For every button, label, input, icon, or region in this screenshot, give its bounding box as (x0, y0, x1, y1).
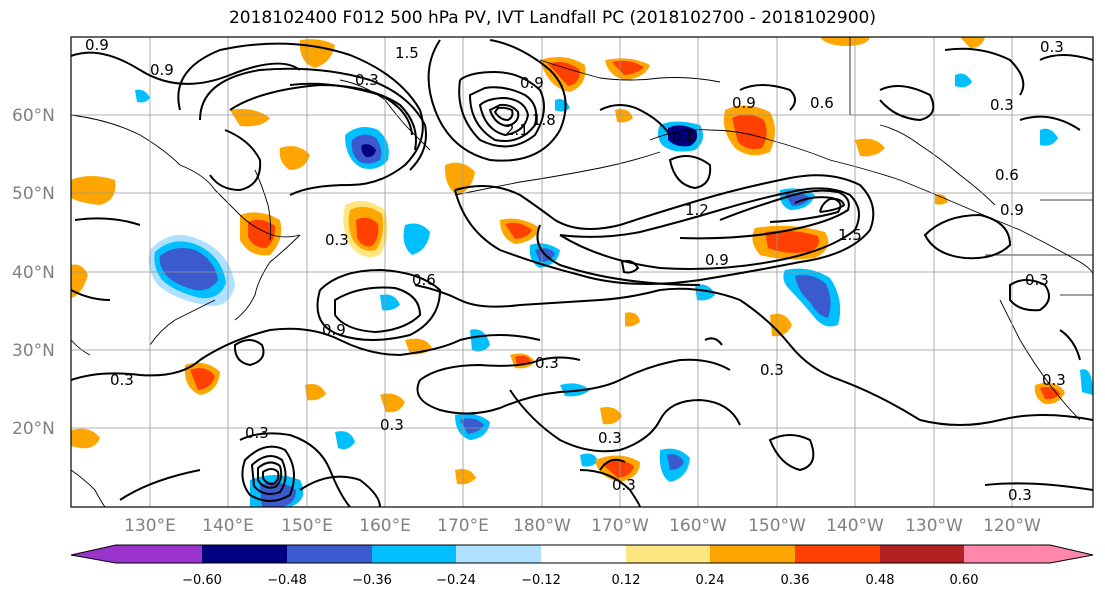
contour-label: 0.9 (322, 321, 346, 339)
contour-label: 0.6 (412, 271, 436, 289)
contour-label: 0.3 (535, 354, 559, 372)
lat-label: 40°N (12, 263, 55, 283)
contour-label: 1.2 (685, 201, 709, 219)
map-frame (70, 36, 1094, 508)
contour-label: 0.9 (705, 251, 729, 269)
colorbar-tick-label: 0.48 (866, 573, 895, 588)
lon-label: 150°E (281, 516, 333, 536)
lon-label: 170°W (591, 516, 649, 536)
colorbar-segment-3 (372, 545, 456, 563)
colorbar-segment-8 (795, 545, 880, 563)
colorbar: −0.60 −0.48 −0.36 −0.24 −0.12 0.12 0.24 … (70, 544, 1094, 588)
colorbar-segment-0 (71, 545, 202, 563)
contour-labels: 0.9 0.9 1.5 0.3 0.9 2.1 1.8 0.6 0.9 0.6 … (85, 36, 1066, 504)
colorbar-tick-label: 0.36 (781, 573, 810, 588)
contour-label: 0.9 (732, 94, 756, 112)
longitude-labels: 130°E 140°E 150°E 160°E 170°E 180°W 170°… (124, 516, 1041, 536)
lat-label: 50°N (12, 184, 55, 204)
colorbar-segment-9 (880, 545, 964, 563)
contour-label: 0.9 (85, 36, 109, 54)
lon-label: 120°W (983, 516, 1041, 536)
lon-label: 170°E (437, 516, 489, 536)
lon-label: 180°W (513, 516, 571, 536)
gridlines (71, 37, 1093, 507)
contour-label: 0.3 (355, 71, 379, 89)
contour-label: 0.3 (1025, 271, 1049, 289)
contour-label: 0.6 (810, 94, 834, 112)
contour-label: 0.3 (612, 476, 636, 494)
contour-label: 1.5 (395, 44, 419, 62)
lon-label: 160°E (359, 516, 411, 536)
lon-label: 130°E (124, 516, 176, 536)
colorbar-tick-label: 0.24 (696, 573, 725, 588)
contour-label: 0.6 (995, 166, 1019, 184)
lon-label: 150°W (748, 516, 806, 536)
contour-label: 0.3 (1040, 38, 1064, 56)
colorbar-segment-5 (541, 545, 626, 563)
lon-label: 140°W (826, 516, 884, 536)
contour-label: 0.3 (245, 424, 269, 442)
colorbar-tick-label: 0.60 (950, 573, 979, 588)
map-title: 2018102400 F012 500 hPa PV, IVT Landfall… (228, 8, 876, 28)
contour-label: 0.9 (1000, 201, 1024, 219)
pv-contours (71, 39, 1093, 507)
lat-label: 60°N (12, 106, 55, 126)
colorbar-segment-4 (456, 545, 541, 563)
contour-label: 1.5 (838, 226, 862, 244)
colorbar-segment-6 (626, 545, 710, 563)
contour-label: 0.3 (110, 371, 134, 389)
contour-label: 0.9 (150, 61, 174, 79)
colorbar-segment-2 (287, 545, 372, 563)
contour-label: 0.3 (1042, 371, 1066, 389)
colorbar-tick-label: −0.48 (267, 573, 307, 588)
lon-label: 140°E (202, 516, 254, 536)
contour-label: 0.3 (325, 231, 349, 249)
colorbar-segment-7 (710, 545, 795, 563)
colorbar-segment-1 (202, 545, 287, 563)
colorbar-tick-label: −0.60 (182, 573, 222, 588)
colorbar-tick-label: −0.36 (352, 573, 392, 588)
contour-label: 0.3 (1008, 486, 1032, 504)
lon-label: 130°W (905, 516, 963, 536)
contour-label: 0.3 (380, 416, 404, 434)
lat-label: 30°N (12, 341, 55, 361)
contour-label: 0.6 (672, 128, 696, 146)
contour-label: 0.3 (990, 96, 1014, 114)
colorbar-tick-label: 0.12 (612, 573, 641, 588)
contour-label: 2.1 (505, 121, 529, 139)
colorbar-outline (70, 544, 1094, 564)
colorbar-segment-10 (964, 545, 1093, 563)
contour-label: 0.3 (598, 429, 622, 447)
contour-label: 1.8 (532, 111, 556, 129)
lon-label: 160°W (669, 516, 727, 536)
colorbar-tick-label: −0.12 (521, 573, 561, 588)
latitude-labels: 60°N 50°N 40°N 30°N 20°N (12, 106, 55, 439)
coastlines (71, 59, 1093, 507)
lat-label: 20°N (12, 419, 55, 439)
colorbar-tick-label: −0.24 (436, 573, 476, 588)
contour-label: 0.9 (520, 74, 544, 92)
contour-label: 0.3 (760, 361, 784, 379)
